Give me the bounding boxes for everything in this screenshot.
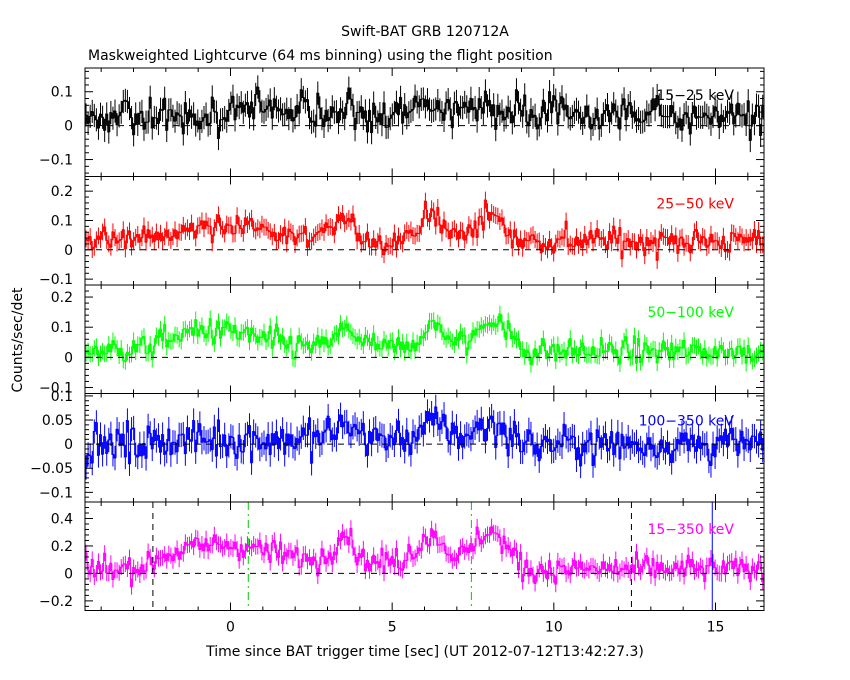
y-tick-label: 0.2 xyxy=(51,290,73,306)
y-tick-label: 0 xyxy=(64,566,73,582)
y-tick-label: −0.05 xyxy=(30,461,73,477)
y-tick-label: 0 xyxy=(64,119,73,135)
y-tick-label: −0.1 xyxy=(39,272,73,288)
y-tick-label: −0.1 xyxy=(39,380,73,396)
y-tick-label: 0.4 xyxy=(51,511,73,527)
band-label: 25−50 keV xyxy=(656,197,734,213)
x-tick-label: 15 xyxy=(707,620,725,636)
x-axis-label: Time since BAT trigger time [sec] (UT 20… xyxy=(205,644,644,660)
panel-100-350-kev: −0.1 −0.05 0 0.05 0.1 100−350 keV xyxy=(30,389,765,503)
y-tick-label: −0.1 xyxy=(39,153,73,169)
x-tick-label: 5 xyxy=(388,620,397,636)
y-tick-label: 0 xyxy=(64,243,73,259)
chart-subtitle: Maskweighted Lightcurve (64 ms binning) … xyxy=(88,48,553,64)
y-axis-label: Counts/sec/det xyxy=(10,287,26,392)
y-tick-label: 0 xyxy=(64,437,73,453)
y-tick-label: 0.2 xyxy=(51,539,73,555)
y-tick-label: 0.05 xyxy=(42,413,73,429)
series-trace xyxy=(85,394,764,480)
y-tick-label: 0.2 xyxy=(51,184,73,200)
panels-group: −0.100.1 15−25 keV−0.100.10.225−50 keV−0.… xyxy=(30,67,765,636)
series-trace xyxy=(85,75,764,153)
band-label: 15−25 keV xyxy=(656,88,734,104)
panel-15-25-kev: −0.1 0 0.1 15−25 keV xyxy=(39,67,765,177)
panel-frame xyxy=(84,284,765,394)
y-tick-label: 0.1 xyxy=(51,320,73,336)
series-trace xyxy=(85,305,764,373)
panel-50-100-kev: −0.1 0 0.1 0.2 50−100 keV xyxy=(39,284,765,396)
x-tick-label: 0 xyxy=(226,620,235,636)
series-trace xyxy=(85,191,764,269)
y-tick-label: −0.2 xyxy=(39,594,73,610)
band-label: 100−350 keV xyxy=(639,414,735,430)
y-tick-label: −0.1 xyxy=(39,485,73,501)
panel-15-350-kev: −0.2 0 0.2 0.4 15−350 keV xyxy=(39,501,765,611)
y-tick-label: 0.1 xyxy=(51,213,73,229)
band-label: 15−350 keV xyxy=(647,522,734,538)
panel-frame xyxy=(84,501,765,611)
y-tick-label: 0 xyxy=(64,350,73,366)
y-tick-label: 0.1 xyxy=(51,85,73,101)
x-tick-label: 10 xyxy=(545,620,563,636)
chart-title: Swift-BAT GRB 120712A xyxy=(341,24,509,40)
panel-25-50-kev: −0.1 0 0.1 0.2 25−50 keV xyxy=(39,176,765,288)
y-tick-label: 0.1 xyxy=(51,389,73,405)
band-label: 50−100 keV xyxy=(647,305,734,321)
